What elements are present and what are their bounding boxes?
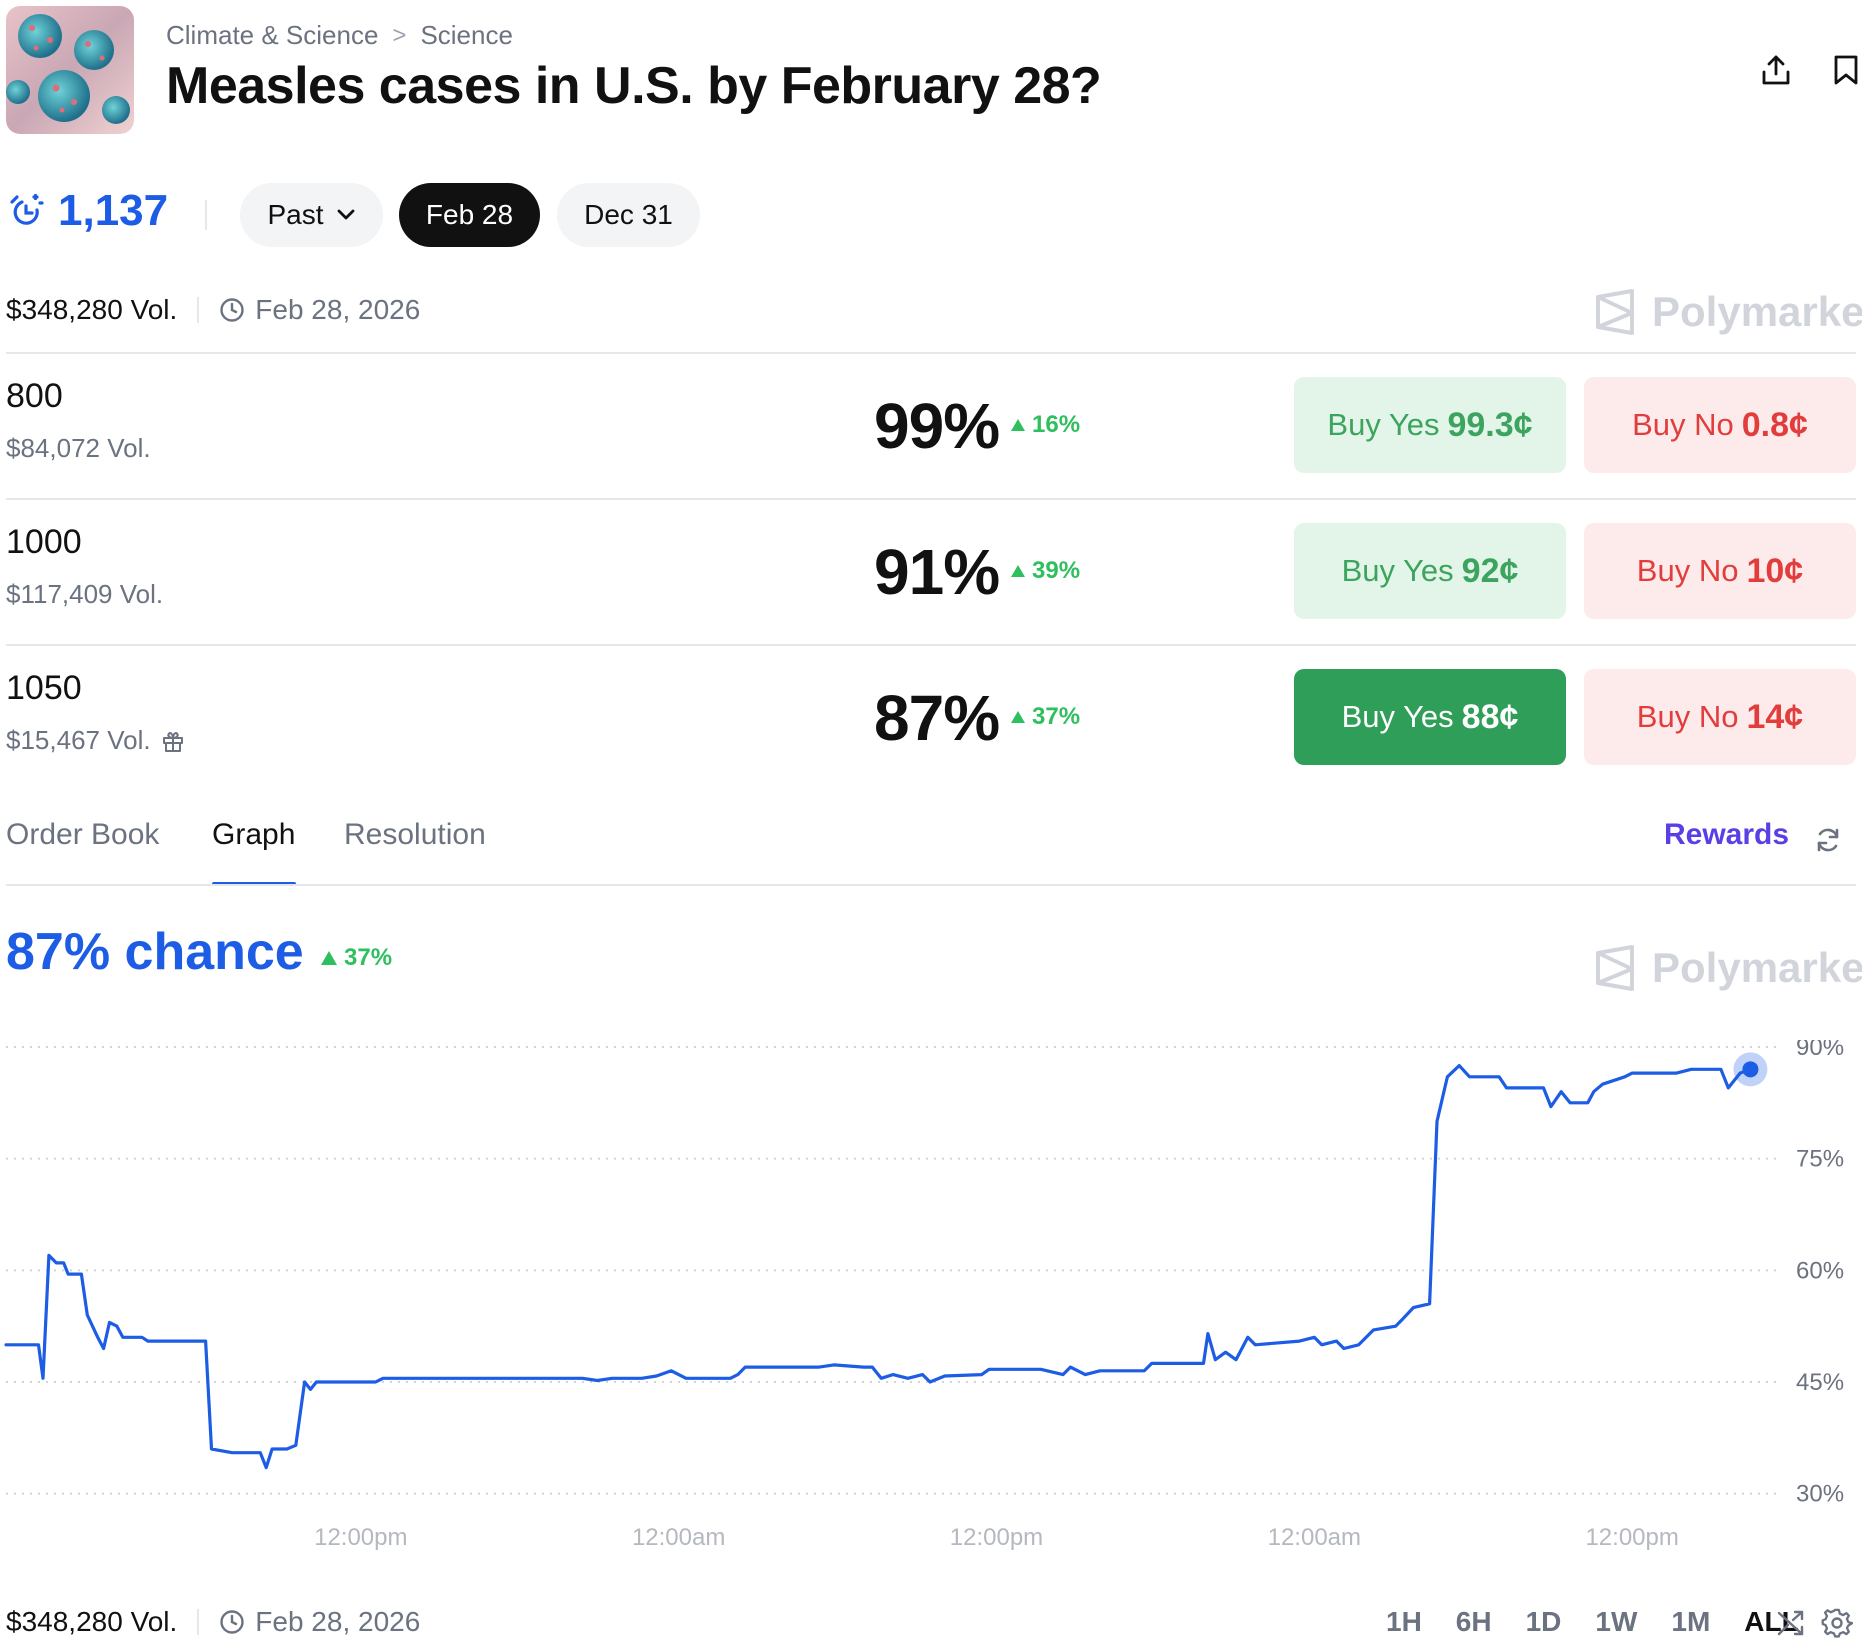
footer-summary: $348,280 Vol. Feb 28, 2026 <box>6 1606 420 1638</box>
divider <box>205 200 207 230</box>
outcome-label: 1000 <box>6 523 82 561</box>
outcome-change: 37% <box>1010 703 1080 731</box>
outcome-label: 1050 <box>6 669 82 707</box>
outcome-row-800[interactable]: 800 $84,072 Vol. 99% 16% Buy Yes 99.3¢ Bu… <box>6 353 1856 499</box>
date-pill-feb-28[interactable]: Feb 28 <box>399 183 540 247</box>
outcome-volume: $117,409 Vol. <box>6 579 164 609</box>
outcome-percent: 91% <box>874 536 1000 608</box>
price-history-chart[interactable]: 90% 75% 60% 45% 30% 12:00pm 12:00am 12:00pm 12:… <box>0 1040 1862 1580</box>
outcome-change: 16% <box>1010 411 1080 439</box>
date-pill-dec-31[interactable]: Dec 31 <box>557 183 700 247</box>
brand-name: Polymarket <box>1652 288 1862 335</box>
y-tick-label: 30% <box>1796 1481 1844 1508</box>
polymarket-logo-icon <box>1596 289 1634 335</box>
divider <box>6 644 1856 646</box>
y-tick-label: 90% <box>1796 1040 1844 1061</box>
gift-icon <box>162 731 183 752</box>
time-range-selector: 1H 6H 1D 1W 1M ALL <box>1386 1606 1799 1638</box>
divider <box>6 498 1856 500</box>
alarm-icon <box>10 193 44 225</box>
market-thumbnail <box>6 6 134 134</box>
divider <box>197 297 200 323</box>
outcome-volume: $15,467 Vol. <box>6 725 185 756</box>
gear-icon[interactable] <box>1818 1604 1856 1642</box>
y-tick-label: 45% <box>1796 1369 1844 1396</box>
chance-change: 37% <box>320 944 392 972</box>
divider <box>197 1609 200 1635</box>
buy-no-button[interactable]: Buy No 0.8¢ <box>1584 377 1856 473</box>
triangle-up-icon <box>1011 565 1025 577</box>
tab-graph[interactable]: Graph <box>212 818 296 851</box>
brand-watermark: Polymarket <box>1594 944 1862 992</box>
series-line <box>4 1064 1752 1470</box>
x-tick-label: 12:00am <box>1268 1524 1361 1551</box>
x-tick-label: 12:00pm <box>950 1524 1043 1551</box>
triangle-up-icon <box>1011 419 1025 431</box>
refresh-icon[interactable] <box>1808 820 1848 860</box>
buy-no-button[interactable]: Buy No 14¢ <box>1584 669 1856 765</box>
buy-no-button[interactable]: Buy No 10¢ <box>1584 523 1856 619</box>
x-tick-label: 12:00pm <box>314 1524 407 1551</box>
outcome-volume: $84,072 Vol. <box>6 433 151 463</box>
chevron-down-icon <box>337 209 354 220</box>
tab-order-book[interactable]: Order Book <box>6 818 160 851</box>
current-chance: 87% chance <box>6 923 304 981</box>
triangle-up-icon <box>321 951 337 965</box>
breadcrumb-category[interactable]: Climate & Science <box>166 20 379 50</box>
divider <box>6 884 1856 886</box>
end-date: Feb 28, 2026 <box>219 1606 420 1638</box>
brand-watermark: Polymarket <box>1594 288 1862 336</box>
current-point-marker[interactable] <box>1742 1061 1759 1078</box>
date-pill-past-label: Past <box>267 199 324 230</box>
breadcrumb-separator: > <box>392 21 407 49</box>
outcome-percent: 99% <box>874 390 1000 462</box>
outcome-percent: 87% <box>874 682 1000 754</box>
total-volume: $348,280 Vol. <box>6 294 178 325</box>
buy-yes-button[interactable]: Buy Yes 92¢ <box>1294 523 1566 619</box>
rewards-link[interactable]: Rewards <box>1664 818 1790 851</box>
date-pill-past[interactable]: Past <box>240 183 383 247</box>
polymarket-logo-icon <box>1596 945 1634 991</box>
date-pill-dec-31-label: Dec 31 <box>584 199 673 230</box>
y-tick-label: 60% <box>1796 1257 1844 1284</box>
buy-yes-button[interactable]: Buy Yes 99.3¢ <box>1294 377 1566 473</box>
outcome-change: 39% <box>1010 557 1080 585</box>
x-tick-label: 12:00am <box>632 1524 725 1551</box>
participant-count: 1,137 <box>8 186 168 236</box>
breadcrumb-subcategory[interactable]: Science <box>420 20 513 50</box>
market-summary: $348,280 Vol. Feb 28, 2026 <box>6 294 420 326</box>
range-1h-button[interactable]: 1H <box>1386 1606 1422 1637</box>
page-title: Measles cases in U.S. by February 28? <box>166 57 1102 115</box>
total-volume: $348,280 Vol. <box>6 1606 178 1637</box>
range-1m-button[interactable]: 1M <box>1671 1606 1711 1637</box>
triangle-up-icon <box>1011 711 1025 723</box>
clock-icon <box>220 298 244 322</box>
x-tick-label: 12:00pm <box>1585 1524 1678 1551</box>
share-icon[interactable] <box>1756 50 1796 90</box>
shuffle-icon[interactable] <box>1772 1604 1810 1642</box>
outcome-row-1000[interactable]: 1000 $117,409 Vol. 91% 39% Buy Yes 92¢ Bu… <box>6 499 1856 645</box>
divider <box>6 352 1856 354</box>
clock-icon <box>220 1610 244 1634</box>
end-date-text: Feb 28, 2026 <box>255 1606 421 1637</box>
outcome-row-1050[interactable]: 1050 $15,467 Vol. 87% 37% Buy Yes 88¢ Buy… <box>6 645 1856 791</box>
bookmark-icon[interactable] <box>1826 50 1862 90</box>
buy-yes-button[interactable]: Buy Yes 88¢ <box>1294 669 1566 765</box>
outcome-label: 800 <box>6 377 63 415</box>
y-tick-label: 75% <box>1796 1146 1844 1173</box>
range-1d-button[interactable]: 1D <box>1525 1606 1562 1637</box>
brand-name: Polymarket <box>1652 944 1862 991</box>
date-pill-feb-28-label: Feb 28 <box>425 199 514 230</box>
count-value: 1,137 <box>58 186 169 235</box>
tab-resolution[interactable]: Resolution <box>344 818 486 851</box>
range-6h-button[interactable]: 6H <box>1455 1606 1492 1637</box>
end-date-text: Feb 28, 2026 <box>255 294 421 325</box>
end-date: Feb 28, 2026 <box>219 294 420 326</box>
breadcrumb: Climate & Science > Science <box>166 20 513 51</box>
range-1w-button[interactable]: 1W <box>1595 1606 1638 1637</box>
